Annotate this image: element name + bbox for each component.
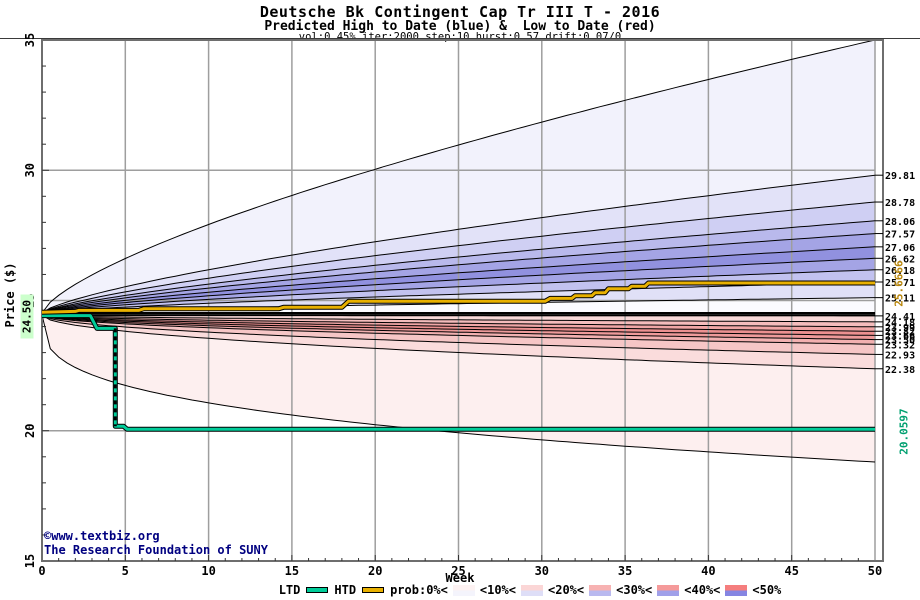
x-tick-label-0: 0 (38, 564, 45, 578)
legend-htd-label: HTD (334, 583, 357, 597)
legend-prob-30: <30%< (616, 583, 653, 597)
x-tick-label-40: 40 (701, 564, 715, 578)
lower-curve-4 (41, 314, 876, 336)
curve-end-label-23.66: 23.66 (885, 331, 915, 342)
upper-band-4 (42, 233, 875, 313)
curve-end-label-24.41: 24.41 (885, 312, 915, 323)
lower-band-5 (42, 315, 875, 345)
upper-band-3 (42, 220, 875, 313)
curve-end-label-23.32: 23.32 (885, 340, 915, 351)
y-tick-label-35: 35 (23, 33, 37, 47)
y-axis-title: Price ($) (3, 262, 17, 328)
legend-prob-label: prob:0%< (390, 583, 448, 597)
chart-title: Deutsche Bk Contingent Cap Tr III T - 20… (259, 3, 661, 21)
prob-band-swatch-0 (452, 584, 475, 596)
htd-final-value-label: 25.6666 (892, 260, 906, 307)
curve-end-label-23.99: 23.99 (885, 323, 915, 334)
upper-curve-6 (41, 257, 876, 314)
curve-end-label-27.57: 27.57 (885, 230, 915, 241)
legend: LTD HTD prob:0%< <10%< <20%< <30%< <40%<… (140, 583, 920, 597)
ltd-final-value-label: 20.0597 (897, 408, 911, 455)
htd-line-swatch (362, 587, 385, 593)
curve-end-label-23.82: 23.82 (885, 327, 915, 338)
x-tick-label-20: 20 (368, 564, 382, 578)
legend-prob-50: <50% (752, 583, 782, 597)
x-tick-label-50: 50 (868, 564, 882, 578)
x-tick-label-15: 15 (285, 564, 299, 578)
curve-end-label-22.93: 22.93 (885, 350, 915, 361)
x-tick-label-25: 25 (451, 564, 465, 578)
lower-curve-2 (41, 314, 876, 328)
y-tick-label-20: 20 (23, 424, 37, 438)
curve-end-label-26.18: 26.18 (885, 266, 915, 277)
lower-curve-1 (41, 314, 876, 323)
lower-curve-8 (41, 314, 876, 370)
upper-curve-4 (41, 233, 876, 314)
prob-band-swatch-1 (521, 584, 543, 596)
x-tick-label-35: 35 (618, 564, 632, 578)
lower-curve-6 (41, 314, 876, 345)
copyright-line: ©www.textbiz.org (44, 529, 160, 543)
legend-ltd-label: LTD (278, 583, 301, 597)
lower-curve-5 (41, 314, 876, 341)
upper-curve-2 (41, 201, 876, 314)
attribution-line: The Research Foundation of SUNY (44, 543, 268, 557)
lower-curve-3 (41, 314, 875, 332)
lower-curve-9 (41, 314, 876, 463)
x-axis-title: Week (445, 571, 475, 585)
legend-prob-10: <10%< (479, 583, 516, 597)
upper-band-5 (42, 246, 875, 313)
lower-band-4 (42, 315, 875, 340)
curve-end-label-29.81: 29.81 (885, 171, 915, 182)
upper-curve-5 (41, 246, 876, 314)
lower-curve-7 (41, 314, 876, 355)
curve-end-label-26.62: 26.62 (885, 254, 915, 265)
x-tick-label-10: 10 (201, 564, 215, 578)
prob-band-swatch-3 (657, 584, 680, 596)
htd-line (41, 281, 875, 314)
curve-end-label-25.71: 25.71 (885, 278, 915, 289)
y-tick-label-15: 15 (23, 554, 37, 568)
lower-band-2 (42, 315, 875, 332)
upper-curve-8 (41, 281, 876, 314)
upper-curve-3 (41, 220, 876, 314)
curve-end-label-28.06: 28.06 (885, 217, 915, 228)
legend-prob-40: <40%< (684, 583, 721, 597)
curve-end-label-23.50: 23.50 (885, 336, 915, 347)
upper-curve-0 (41, 39, 876, 314)
prob-band-swatch-4 (725, 584, 748, 596)
curve-end-label-27.06: 27.06 (885, 243, 915, 254)
upper-curve-7 (41, 269, 876, 314)
curve-end-label-22.38: 22.38 (885, 365, 915, 376)
legend-prob-20: <20%< (548, 583, 585, 597)
lower-band-3 (42, 315, 875, 336)
curve-end-label-25.11: 25.11 (885, 294, 915, 305)
ltd-line-swatch (306, 587, 329, 593)
lower-band-7 (42, 315, 875, 369)
x-tick-label-5: 5 (122, 564, 129, 578)
upper-band-2 (42, 202, 875, 313)
y-tick-label-30: 30 (23, 163, 37, 177)
start-price-label: 24.50 (20, 294, 34, 339)
x-tick-label-30: 30 (535, 564, 549, 578)
curve-end-label-24.18: 24.18 (885, 318, 915, 329)
chart-subtitle: Predicted High to Date (blue) & Low to D… (264, 19, 656, 34)
curve-end-label-28.78: 28.78 (885, 198, 915, 209)
lower-band-6 (42, 315, 875, 355)
x-tick-label-45: 45 (784, 564, 798, 578)
title-divider (0, 38, 920, 39)
prob-band-swatch-2 (589, 584, 612, 596)
upper-curve-1 (41, 174, 876, 314)
